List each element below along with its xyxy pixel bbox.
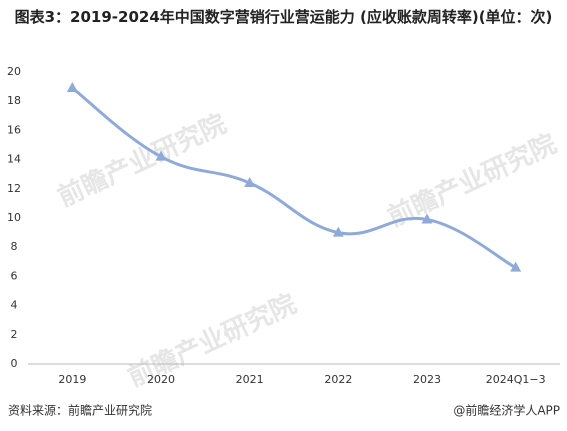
y-tick-label: 12 (7, 182, 21, 195)
watermark: 前瞻产业研究院 (53, 108, 231, 213)
y-tick-label: 14 (7, 153, 21, 166)
marker (155, 150, 167, 161)
y-tick-label: 8 (11, 240, 18, 253)
y-tick-label: 20 (7, 65, 21, 78)
source: 资料来源：前瞻产业研究院 (8, 403, 152, 418)
marker (510, 261, 522, 272)
x-tick-label: 2023 (413, 373, 441, 386)
x-tick-label: 2021 (236, 373, 264, 386)
marker (244, 176, 256, 187)
x-tick-label: 2019 (58, 373, 86, 386)
marker (421, 213, 433, 224)
credit: @前瞻经济学人APP (453, 403, 560, 418)
marker (66, 82, 78, 93)
y-tick-label: 6 (11, 269, 18, 282)
y-tick-label: 4 (11, 299, 18, 312)
y-tick-label: 10 (7, 211, 21, 224)
x-tick-label: 2024Q1−3 (486, 373, 546, 386)
y-tick-label: 16 (7, 123, 21, 136)
y-tick-label: 0 (11, 357, 18, 370)
marker (332, 226, 344, 237)
line (71, 86, 517, 269)
y-tick-label: 2 (11, 328, 18, 341)
chart-title: 图表3：2019-2024年中国数字营销行业营运能力 (应收账款周转率)(单位：… (14, 8, 553, 26)
x-tick-label: 2022 (324, 373, 352, 386)
x-tick-label: 2020 (147, 373, 175, 386)
y-tick-label: 18 (7, 94, 21, 107)
